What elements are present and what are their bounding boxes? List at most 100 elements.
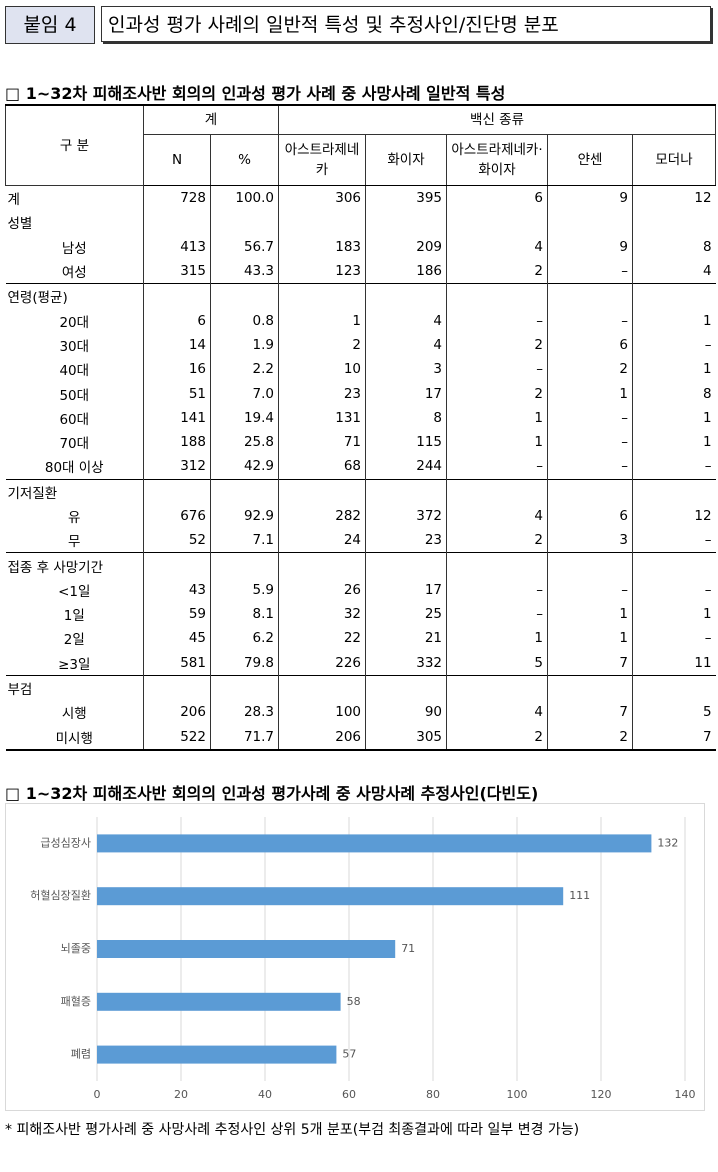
- table-cell: [632, 552, 716, 578]
- table-cell: 141: [143, 405, 211, 430]
- table-cell: 306: [278, 185, 366, 211]
- table-cell: 16: [143, 357, 211, 382]
- table-cell: 계: [7, 192, 20, 209]
- table-cell: 7: [547, 650, 633, 676]
- table-cell: –: [547, 308, 633, 333]
- table-cell: [547, 674, 633, 701]
- table-cell: 2: [547, 357, 633, 382]
- table-row: 40대 16 2.2 10 3–2 1: [6, 357, 716, 382]
- table-cell: [278, 210, 366, 235]
- table-cell: [143, 674, 211, 701]
- value-label: 132: [657, 836, 678, 849]
- table-cell: 1: [446, 405, 548, 430]
- table-cell: [143, 283, 211, 309]
- table-cell: 2: [278, 332, 366, 358]
- table-cell: 2일: [63, 632, 85, 649]
- table-cell: 1: [547, 626, 633, 651]
- table-cell: <1일: [58, 583, 91, 600]
- header-cell: 얀센: [547, 134, 634, 186]
- table-cell: 71: [278, 429, 366, 455]
- table-cell: 4: [446, 503, 548, 529]
- table-head: 구 분 계 백신 종류 N% 아스트라제네카 화이자 아스트라제네카·화이자 얀센 모더나: [5, 104, 717, 186]
- bar: [97, 1045, 337, 1064]
- table-cell: 6: [547, 503, 633, 529]
- table-cell: 581: [143, 650, 211, 676]
- table-cell: [365, 478, 447, 504]
- table-cell: 26: [278, 577, 366, 603]
- table-cell: 6: [547, 332, 633, 358]
- table-row: 30대 14 1.9 2 4 2 6–: [6, 332, 716, 358]
- table-cell: 115: [365, 429, 447, 455]
- table-cell: –: [446, 357, 548, 382]
- table-cell: 206: [143, 700, 211, 725]
- table-row: 2일 45 6.2 22 21 1 1–: [6, 626, 716, 651]
- table-cell: 1: [446, 429, 548, 455]
- group-label: 접종 후 사망기간: [5, 552, 144, 578]
- table-cell: 14: [143, 332, 211, 358]
- table-cell: –: [446, 308, 548, 333]
- table-cell: 209: [365, 234, 447, 259]
- table-cell: 90: [365, 700, 447, 725]
- table-cell: 40대: [59, 363, 90, 380]
- table-cell: 30대: [59, 338, 90, 355]
- table-cell: [209, 210, 279, 235]
- table-cell: 131: [278, 405, 366, 430]
- table-cell: 4: [446, 700, 548, 725]
- table-row: 20대 6 0.8 1 4– –1: [6, 308, 716, 333]
- table-cell: 2: [547, 724, 633, 751]
- table-row: 무 52 7.1 24 23 2 3–: [6, 528, 716, 553]
- table-cell: 12: [632, 503, 716, 529]
- bar: [97, 834, 652, 853]
- table-cell: [632, 210, 716, 235]
- group-label: 연령(평균): [5, 283, 144, 309]
- table-cell: 522: [143, 724, 211, 751]
- table-cell: [547, 283, 633, 309]
- table-cell: 413: [143, 234, 211, 259]
- section-title: □ 1~32차 피해조사반 회의의 인과성 평가사례 중 사망사례 추정사인(다…: [5, 784, 539, 803]
- table-row: 남성 413 56.7 183 209 4 9 8: [6, 234, 716, 259]
- table-cell: 3: [547, 528, 633, 553]
- bar-chart: 0 20 40 60 80 100 120 140 급성심장사 132 허혈심장질환 111 뇌졸중 71…: [5, 803, 705, 1111]
- table-row: 70대 188 25.8 71 115 1–1: [6, 429, 716, 455]
- table-cell: 59: [143, 602, 211, 627]
- category-label: 급성심장사: [40, 836, 91, 849]
- bar: [97, 887, 564, 906]
- table-cell: 1: [446, 626, 548, 651]
- table-cell: 6: [446, 185, 548, 211]
- table-cell: 20대: [59, 314, 90, 331]
- table-cell: [446, 674, 548, 701]
- table-row: 계 728 100.0 306 395 6 9 12: [6, 185, 716, 211]
- table-cell: 9: [547, 185, 633, 211]
- group-label: 부검: [5, 674, 144, 701]
- table-cell: ≥3일: [58, 656, 91, 673]
- header-cell: 모더나: [632, 134, 717, 186]
- value-label: 57: [342, 1048, 356, 1061]
- table-row: 접종 후 사망기간: [5, 552, 716, 578]
- table-cell: 2: [446, 724, 548, 751]
- table-cell: [365, 210, 447, 235]
- header-cell: 계: [142, 104, 280, 135]
- table-cell: 50대: [59, 387, 90, 404]
- header-cell: N: [143, 134, 211, 186]
- table-cell: 1: [632, 357, 716, 382]
- table-cell: 2: [446, 528, 548, 553]
- table-row: 기저질환: [5, 478, 716, 504]
- category-label: 뇌졸중: [61, 942, 91, 955]
- table-cell: 100: [278, 700, 366, 725]
- table-cell: –: [632, 626, 716, 651]
- table-cell: [209, 283, 279, 309]
- x-tick-label: 60: [342, 1088, 356, 1101]
- table-cell: 4: [446, 234, 548, 259]
- table-cell: 25.8: [209, 429, 279, 455]
- table-cell: 32: [278, 602, 366, 627]
- group-label: 기저질환: [5, 478, 144, 504]
- table-cell: 11: [632, 650, 716, 676]
- table-cell: 4: [365, 332, 447, 358]
- table-cell: 43: [143, 577, 211, 603]
- table-cell: 80대 이상: [44, 460, 104, 477]
- table-cell: 1: [632, 405, 716, 430]
- table-cell: 2: [446, 381, 548, 406]
- table-cell: 2.2: [209, 357, 279, 382]
- table-cell: [209, 674, 279, 701]
